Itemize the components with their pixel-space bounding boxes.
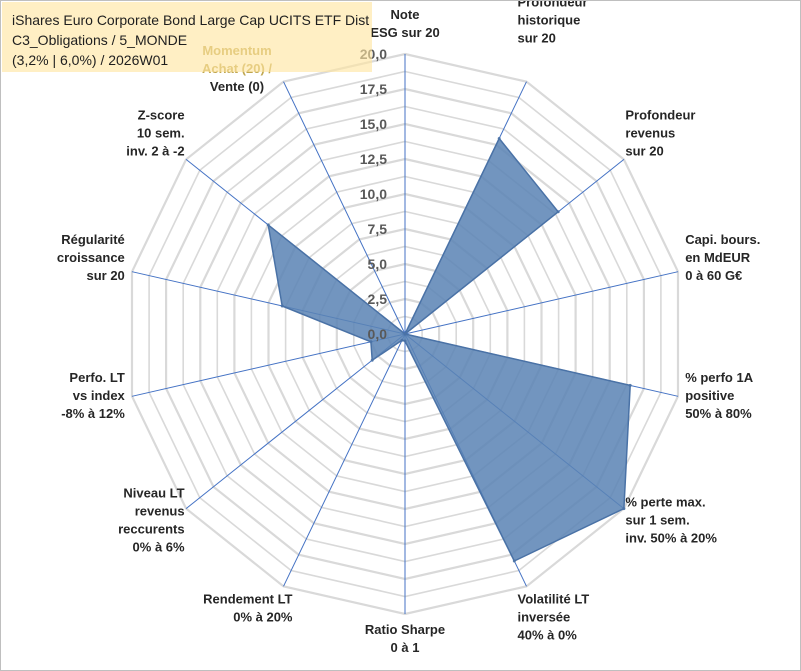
axis-label-line: sur 1 sem. <box>625 512 689 527</box>
axis-label-line: 0 à 60 G€ <box>685 268 742 283</box>
axis-label-12: Z-score 10 sem. inv. 2 à -2 <box>126 108 184 159</box>
tick-label: 17,5 <box>360 81 387 97</box>
radar-series <box>266 137 632 563</box>
axis-label-line: Niveau LT <box>123 485 184 500</box>
axis-label-line: croissance <box>57 250 125 265</box>
axis-label-line: reccurents <box>118 521 184 536</box>
axis-label-line: Profondeur <box>625 108 695 123</box>
axis-label-0: Note ESG sur 20 <box>370 7 439 40</box>
axis-label-line: sur 20 <box>518 31 556 46</box>
axis-spoke <box>404 271 679 335</box>
axis-label-line: 40% à 0% <box>518 627 578 642</box>
axis-label-line: -8% à 12% <box>61 406 125 421</box>
axis-label-line: Rendement LT <box>203 591 292 606</box>
axis-spoke <box>283 81 406 335</box>
axis-label-1: Profondeur historique sur 20 <box>518 1 588 46</box>
axis-label-line: sur 20 <box>86 268 124 283</box>
tick-labels: 0,02,55,07,510,012,515,017,520,0 <box>360 46 387 342</box>
axis-label-line: revenus <box>625 126 675 141</box>
data-point <box>403 339 407 343</box>
data-point <box>403 332 407 336</box>
axis-label-line: 50% à 80% <box>685 406 752 421</box>
data-point <box>628 383 632 387</box>
axis-spoke <box>283 333 406 587</box>
axis-label-line: 0% à 20% <box>233 609 293 624</box>
axis-label-11: Régularité croissance sur 20 <box>57 232 125 283</box>
axis-spoke <box>185 333 406 509</box>
tick-label: 15,0 <box>360 116 387 132</box>
data-point <box>556 210 560 214</box>
axis-label-line: Capi. bours. <box>685 232 760 247</box>
axis-label-line: % perte max. <box>625 494 705 509</box>
data-point <box>622 507 626 511</box>
axis-label-4: % perfo 1A positive 50% à 80% <box>685 370 754 421</box>
data-point <box>400 338 404 342</box>
tick-label: 12,5 <box>360 151 387 167</box>
data-point <box>369 340 373 344</box>
axis-label-line: vs index <box>73 388 126 403</box>
axis-labels: Note ESG sur 20 Profondeur historique sur 20… <box>57 1 760 655</box>
axis-label-3: Capi. bours. en MdEUR 0 à 60 G€ <box>685 232 760 283</box>
chart-title-line-2: C3_Obligations / 5_MONDE <box>12 32 188 48</box>
axis-label-line: Perfo. LT <box>69 370 124 385</box>
axis-label-line: Note <box>391 7 420 22</box>
axis-spoke <box>131 333 406 397</box>
axis-label-line: 0 à 1 <box>391 640 420 655</box>
chart-title-line-1: iShares Euro Corporate Bond Large Cap UC… <box>12 12 370 28</box>
series-area <box>267 137 631 562</box>
tick-label: 5,0 <box>368 256 388 272</box>
axis-label-2: Profondeur revenus sur 20 <box>625 108 695 159</box>
axis-label-6: Volatilité LT inversée 40% à 0% <box>518 591 590 642</box>
axis-label-line: 10 sem. <box>137 126 185 141</box>
data-point <box>370 358 374 362</box>
axis-label-9: Niveau LT revenus reccurents 0% à 6% <box>118 485 185 554</box>
axis-label-10: Perfo. LT vs index -8% à 12% <box>61 370 125 421</box>
chart-title-line-3: (3,2% | 6,0%) / 2026W01 <box>12 52 169 68</box>
axis-label-7: Ratio Sharpe 0 à 1 <box>365 622 445 655</box>
chart-title-box: iShares Euro Corporate Bond Large Cap UC… <box>2 2 372 72</box>
axis-label-line: historique <box>518 13 581 28</box>
axis-label-line: Profondeur <box>518 1 588 10</box>
tick-label: 0,0 <box>368 326 388 342</box>
axis-label-line: Volatilité LT <box>518 591 590 606</box>
axis-label-line: 0% à 6% <box>133 539 185 554</box>
tick-label: 2,5 <box>368 291 388 307</box>
axis-label-line: revenus <box>135 503 185 518</box>
axis-label-line: inv. 50% à 20% <box>625 530 717 545</box>
data-point <box>512 559 516 563</box>
axis-label-line: Régularité <box>61 232 125 247</box>
tick-label: 10,0 <box>360 186 387 202</box>
axis-label-line: Ratio Sharpe <box>365 622 445 637</box>
data-point <box>280 304 284 308</box>
axis-label-line: sur 20 <box>625 144 663 159</box>
axis-label-line: Z-score <box>138 108 185 123</box>
axis-label-line: % perfo 1A <box>685 370 754 385</box>
axis-label-line: positive <box>685 388 734 403</box>
tick-label: 7,5 <box>368 221 388 237</box>
axis-label-line: ESG sur 20 <box>370 25 439 40</box>
data-point <box>497 137 501 140</box>
axis-label-line: inv. 2 à -2 <box>126 144 184 159</box>
axis-label-line: Vente (0) <box>210 79 264 94</box>
data-point <box>266 223 270 227</box>
axis-label-line: en MdEUR <box>685 250 751 265</box>
axis-label-5: % perte max. sur 1 sem. inv. 50% à 20% <box>625 494 717 545</box>
axis-label-8: Rendement LT 0% à 20% <box>203 591 293 624</box>
axis-label-line: inversée <box>518 609 571 624</box>
